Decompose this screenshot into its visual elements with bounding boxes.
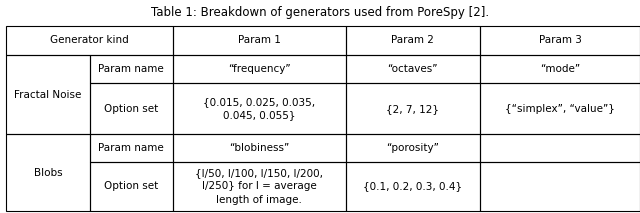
Bar [6, 134, 90, 211]
Text: “octaves”: “octaves” [388, 64, 438, 74]
Text: Option set: Option set [104, 181, 158, 191]
Text: {0.1, 0.2, 0.3, 0.4}: {0.1, 0.2, 0.3, 0.4} [364, 181, 462, 191]
Bar [173, 83, 346, 134]
Bar [346, 134, 480, 162]
Text: Param 1: Param 1 [238, 36, 280, 45]
Bar [480, 26, 640, 55]
Text: {“simplex”, “value”}: {“simplex”, “value”} [505, 104, 615, 114]
Bar [346, 26, 480, 55]
Text: {2, 7, 12}: {2, 7, 12} [387, 104, 439, 114]
Text: Param name: Param name [99, 64, 164, 74]
Text: Table 1: Breakdown of generators used from PoreSpy [2].: Table 1: Breakdown of generators used fr… [151, 6, 489, 19]
Text: “blobiness”: “blobiness” [229, 143, 289, 153]
Bar [480, 134, 640, 162]
Bar [6, 55, 90, 134]
Text: {0.015, 0.025, 0.035,
0.045, 0.055}: {0.015, 0.025, 0.035, 0.045, 0.055} [203, 97, 316, 120]
Text: Param 3: Param 3 [539, 36, 581, 45]
Text: Generator kind: Generator kind [50, 36, 129, 45]
Bar [173, 134, 346, 162]
Text: Param name: Param name [99, 143, 164, 153]
Bar [90, 162, 173, 211]
Text: {l/50, l/100, l/150, l/200,
l/250} for l = average
length of image.: {l/50, l/100, l/150, l/200, l/250} for l… [195, 168, 323, 204]
Text: Blobs: Blobs [34, 168, 62, 177]
Bar [480, 162, 640, 211]
Text: “mode”: “mode” [540, 64, 580, 74]
Text: “porosity”: “porosity” [387, 143, 439, 153]
Bar [173, 26, 346, 55]
Bar [480, 55, 640, 83]
Bar [346, 55, 480, 83]
Bar [173, 55, 346, 83]
Text: Param 2: Param 2 [392, 36, 434, 45]
Bar [90, 134, 173, 162]
Bar [90, 83, 173, 134]
Text: “frequency”: “frequency” [228, 64, 291, 74]
Text: Fractal Noise: Fractal Noise [14, 90, 82, 100]
Bar [173, 162, 346, 211]
Text: Option set: Option set [104, 104, 158, 114]
Bar [480, 83, 640, 134]
Bar [6, 26, 173, 55]
Bar [346, 83, 480, 134]
Bar [346, 162, 480, 211]
Bar [90, 55, 173, 83]
